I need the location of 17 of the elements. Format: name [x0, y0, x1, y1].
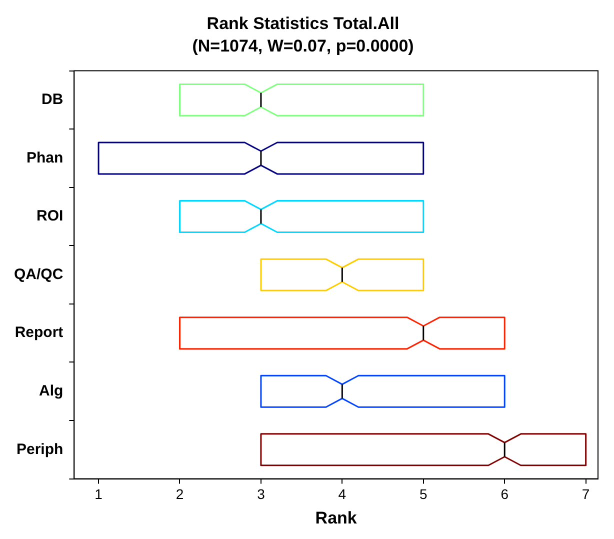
x-tick-label: 5	[419, 486, 428, 502]
chart-subtitle: (N=1074, W=0.07, p=0.0000)	[192, 36, 414, 56]
x-axis-title: Rank	[315, 508, 358, 528]
x-tick-label: 2	[176, 486, 184, 502]
y-tick-label: DB	[41, 91, 64, 108]
x-tick-label: 3	[257, 486, 266, 502]
y-tick-label: Periph	[16, 440, 64, 458]
y-tick-label: Alg	[38, 382, 64, 400]
y-tick-label: QA/QC	[14, 266, 64, 283]
x-tick-label: 1	[94, 486, 103, 502]
chart-title: Rank Statistics Total.All	[206, 14, 400, 33]
y-tick-label: Report	[14, 324, 64, 342]
y-tick-label: ROI	[36, 208, 64, 225]
y-tick-label: Phan	[26, 149, 64, 166]
x-tick-label: 6	[500, 486, 509, 502]
x-tick-label: 7	[582, 486, 590, 502]
x-tick-label: 4	[338, 486, 346, 502]
